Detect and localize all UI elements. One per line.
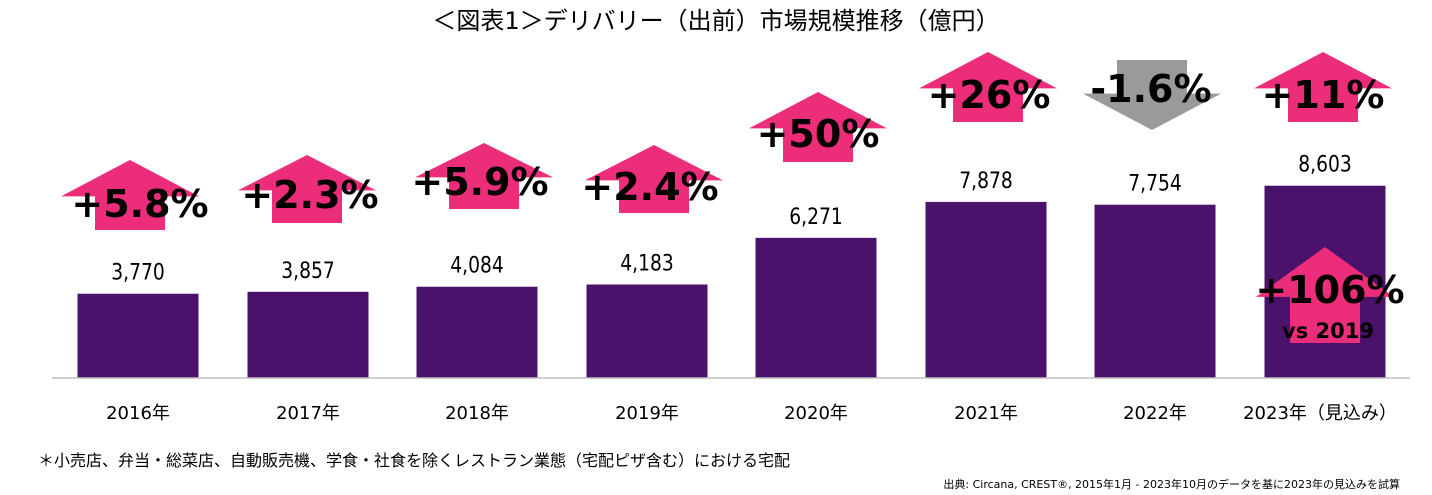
growth-label-4: +2.4% [581,165,718,209]
chart-title: ＜図表1＞デリバリー（出前）市場規模推移（億円） [432,7,999,35]
category-label-7: 2022年 [1123,403,1187,424]
bar-5 [755,237,877,378]
growth-label-5: +50% [757,112,880,156]
bar-7 [1094,204,1216,378]
growth-up-arrow-1 [61,160,199,230]
category-label-6: 2021年 [954,403,1018,424]
growth-up-arrow-6 [919,52,1057,122]
bar-6 [925,201,1047,378]
growth-up-arrow-2 [238,155,376,223]
category-label-3: 2018年 [445,403,509,424]
bar-3 [416,286,538,378]
category-label-2: 2017年 [276,403,340,424]
value-label-1: 3,770 [111,259,165,285]
value-label-4: 4,183 [620,250,674,276]
vs2019-up-arrow [1256,247,1394,343]
value-label-6: 7,878 [959,167,1013,193]
growth-label-7: -1.6% [1090,67,1211,111]
growth-up-arrow-5 [749,92,887,162]
value-label-5: 6,271 [789,203,843,229]
category-label-5: 2020年 [784,403,848,424]
bar-2 [247,291,369,378]
value-label-2: 3,857 [281,257,335,283]
growth-label-3: +5.9% [411,160,548,204]
growth-label-6: +26% [928,73,1051,117]
category-label-4: 2019年 [615,403,679,424]
value-label-7: 7,754 [1128,170,1182,196]
value-label-3: 4,084 [450,252,504,278]
growth-label-2: +2.3% [241,173,378,217]
category-label-1: 2016年 [106,403,170,424]
vs2019-sublabel: vs 2019 [1282,319,1374,343]
footnote: ＊小売店、弁当・総菜店、自動販売機、学食・社食を除くレストラン業態（宅配ピザ含む… [38,451,790,470]
growth-label-8: +11% [1262,73,1385,117]
growth-up-arrow-8 [1254,52,1392,122]
bar-4 [586,284,708,378]
growth-up-arrow-3 [415,143,553,209]
value-label-8: 8,603 [1298,151,1352,177]
growth-label-1: +5.8% [71,182,208,226]
growth-up-arrow-4 [585,145,723,213]
vs2019-growth-label: +106% [1255,268,1404,312]
source-note: 出典: Circana, CREST®, 2015年1月 - 2023年10月の… [943,477,1400,491]
bar-1 [77,293,199,378]
category-label-8: 2023年（見込み） [1243,403,1397,424]
growth-down-arrow-7 [1083,60,1221,130]
